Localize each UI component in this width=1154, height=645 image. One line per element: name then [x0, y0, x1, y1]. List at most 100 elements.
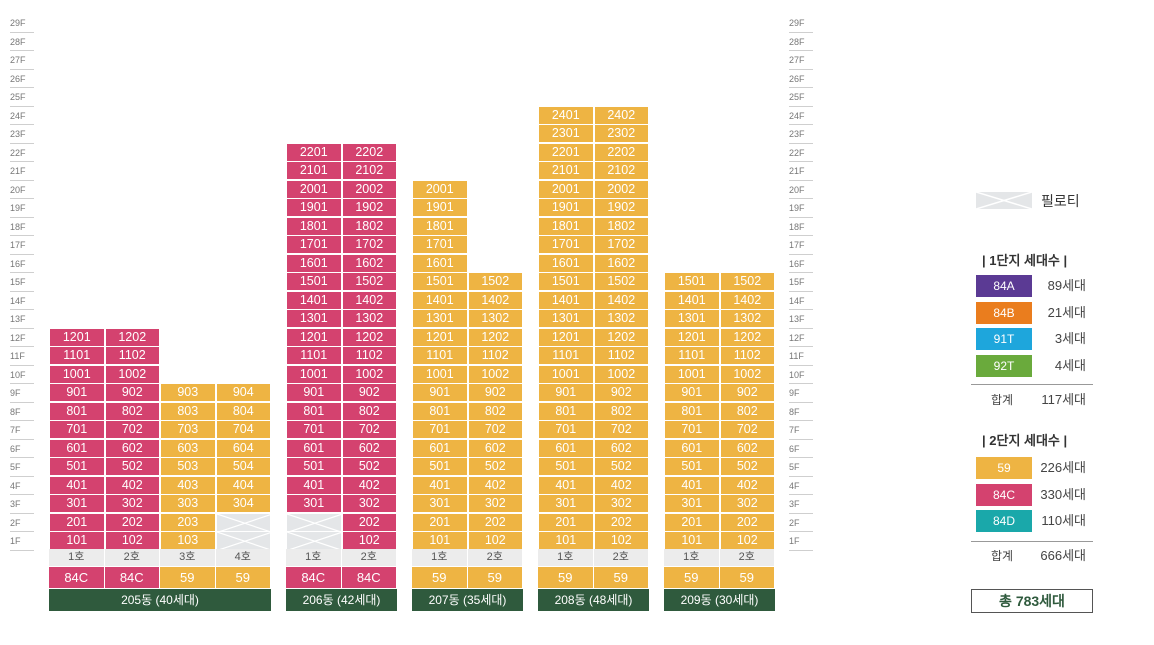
legend-type-swatch: 92T: [976, 354, 1032, 377]
unit-cell: 602: [467, 438, 523, 458]
unit-cell: 1602: [593, 253, 649, 273]
unit-cell: 1702: [341, 235, 397, 254]
floor-label: 23F: [789, 125, 813, 144]
unit-cell: 902: [467, 383, 523, 402]
floor-label: 17F: [10, 236, 34, 255]
floor-label: 1F: [10, 532, 34, 551]
floor-label: 5F: [789, 458, 813, 477]
unit-cell: 401: [49, 475, 105, 495]
piloti-legend-swatch: [975, 191, 1033, 210]
unit-cell: 302: [593, 494, 649, 513]
unit-cell: 1002: [341, 364, 397, 384]
unit-cell: 2101: [286, 161, 342, 180]
unit-cell: 401: [538, 475, 594, 495]
unit-cell: 702: [104, 420, 160, 439]
unit-cell: 1201: [412, 327, 468, 347]
unit-cell: 2401: [538, 105, 594, 125]
unit-cell: 701: [412, 420, 468, 439]
unit-cell: 802: [719, 401, 775, 421]
unit-cell: 901: [664, 383, 720, 402]
unit-cell: 303: [160, 494, 216, 513]
complex2-total-value: 666세대: [1040, 548, 1086, 563]
unit-cell: 1102: [719, 346, 775, 365]
unit-cell: 2002: [593, 179, 649, 199]
floor-label: 18F: [10, 218, 34, 236]
unit-cell: 302: [719, 494, 775, 513]
legend-type-count: 21세대: [1047, 304, 1086, 320]
unit-number-label: 1호: [538, 549, 594, 566]
unit-cell: 1001: [538, 364, 594, 384]
unit-cell: 304: [215, 494, 271, 513]
unit-number-label: 1호: [286, 549, 342, 566]
floor-label: 5F: [10, 458, 34, 477]
unit-cell: 202: [719, 512, 775, 532]
floor-label: 12F: [10, 329, 34, 347]
unit-cell: 1002: [467, 364, 523, 384]
unit-cell: 1402: [593, 290, 649, 310]
floor-label: 9F: [789, 384, 813, 403]
floor-label: 7F: [10, 421, 34, 440]
unit-cell: 501: [49, 457, 105, 476]
floor-label: 28F: [10, 33, 34, 51]
unit-cell: 2002: [341, 179, 397, 199]
unit-cell: 301: [538, 494, 594, 513]
floor-label: 6F: [10, 440, 34, 458]
floor-label: 13F: [10, 310, 34, 329]
floor-label: 17F: [789, 236, 813, 255]
unit-cell: 1002: [719, 364, 775, 384]
unit-cell: 102: [593, 531, 649, 550]
unit-number-label: 2호: [593, 549, 649, 566]
unit-cell: 1202: [104, 327, 160, 347]
legend-type-swatch: 59: [976, 457, 1032, 479]
unit-type-label: 59: [215, 567, 271, 588]
piloti-cross-icon: [975, 191, 1033, 210]
legend-type-swatch: 91T: [976, 328, 1032, 350]
floor-label: 12F: [789, 329, 813, 347]
unit-cell: 501: [412, 457, 468, 476]
unit-cell: 1301: [664, 309, 720, 328]
floor-label: 16F: [789, 255, 813, 273]
unit-cell: 1701: [286, 235, 342, 254]
unit-cell: 2201: [286, 142, 342, 162]
unit-cell: 103: [160, 531, 216, 550]
unit-cell: 1602: [341, 253, 397, 273]
unit-cell: 1301: [286, 309, 342, 328]
unit-cell: 802: [593, 401, 649, 421]
piloti-cross-icon: [216, 532, 272, 551]
unit-number-label: 1호: [49, 549, 105, 566]
unit-cell: 101: [49, 531, 105, 550]
legend-type-count: 4세대: [1054, 357, 1086, 373]
floor-label: 22F: [10, 144, 34, 162]
unit-number-label: 1호: [412, 549, 468, 566]
unit-cell: 1601: [286, 253, 342, 273]
floor-label: 19F: [10, 199, 34, 218]
unit-cell: 602: [719, 438, 775, 458]
unit-cell: 1702: [593, 235, 649, 254]
unit-cell: 702: [467, 420, 523, 439]
unit-cell: 201: [49, 512, 105, 532]
floor-label: 29F: [10, 14, 34, 33]
complex1-title: | 1단지 세대수 |: [982, 253, 1068, 268]
unit-cell: 102: [719, 531, 775, 550]
unit-cell: 2001: [412, 179, 468, 199]
unit-cell: 201: [664, 512, 720, 532]
unit-cell: 502: [467, 457, 523, 476]
unit-cell: 1902: [593, 198, 649, 217]
unit-cell: 801: [49, 401, 105, 421]
unit-cell: 903: [160, 383, 216, 402]
unit-cell: 702: [593, 420, 649, 439]
piloti-cross-icon: [287, 513, 343, 532]
unit-cell: 301: [49, 494, 105, 513]
floor-label: 28F: [789, 33, 813, 51]
unit-cell: 901: [286, 383, 342, 402]
unit-cell: 202: [593, 512, 649, 532]
unit-number-label: 2호: [467, 549, 523, 566]
unit-cell: 1302: [467, 309, 523, 328]
unit-type-label: 59: [412, 567, 468, 588]
unit-cell: 302: [467, 494, 523, 513]
unit-cell: 603: [160, 438, 216, 458]
floor-label: 10F: [789, 366, 813, 384]
unit-cell: 1901: [286, 198, 342, 217]
unit-type-label: 59: [160, 567, 216, 588]
unit-cell: 1101: [49, 346, 105, 365]
